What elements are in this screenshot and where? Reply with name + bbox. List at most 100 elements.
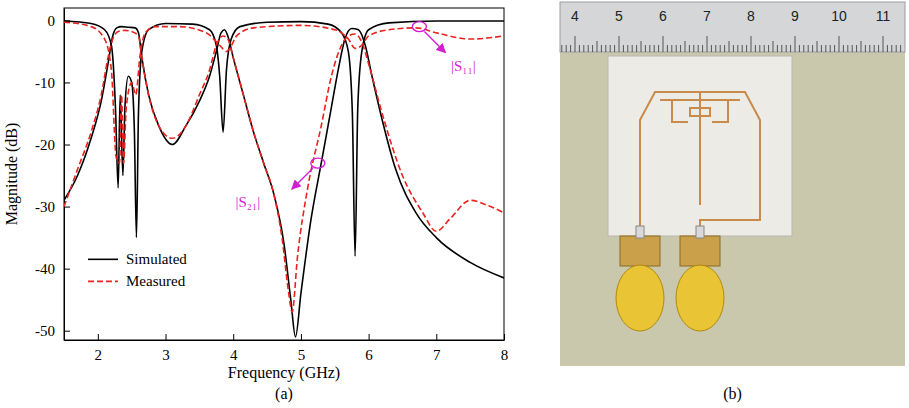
y-tick-label: -40 xyxy=(35,261,55,277)
x-tick-mark xyxy=(301,334,302,340)
ruler-mark xyxy=(698,45,699,52)
ruler-mark xyxy=(764,45,765,52)
y-tick-label: -10 xyxy=(35,75,55,91)
ruler-mark xyxy=(707,36,708,52)
x-tick: 3 xyxy=(162,334,170,363)
ruler-mark xyxy=(891,45,892,52)
x-tick: 8 xyxy=(501,334,509,363)
ruler-mark xyxy=(878,45,879,52)
ruler-mark xyxy=(671,45,672,52)
ruler-mark xyxy=(645,45,646,52)
x-tick-mark xyxy=(166,334,167,340)
lines xyxy=(64,21,504,337)
ruler-mark xyxy=(808,45,809,52)
x-tick-label: 4 xyxy=(230,347,238,363)
ruler-mark xyxy=(610,45,611,52)
ruler xyxy=(560,2,905,52)
ruler-mark xyxy=(685,41,686,52)
caption: (a) xyxy=(275,385,293,403)
x-tick-label: 7 xyxy=(433,347,441,363)
annotation-ellipse xyxy=(412,22,426,32)
ruler-mark xyxy=(729,41,730,52)
legend-label: Simulated xyxy=(126,251,187,267)
annotation-patch xyxy=(233,193,262,211)
ruler-mark xyxy=(900,45,901,52)
annotation-label: |S₁₁| xyxy=(451,58,476,74)
annotation-ellipse xyxy=(311,158,325,168)
annotation-patch xyxy=(449,57,478,75)
ruler-mark xyxy=(619,36,620,52)
x-axis: 2345678 xyxy=(65,334,509,363)
traces xyxy=(640,92,760,232)
ruler-mark xyxy=(592,45,593,52)
ruler-mark xyxy=(755,45,756,52)
ruler-mark xyxy=(821,45,822,52)
ruler-mark xyxy=(817,41,818,52)
y-tick: -40 xyxy=(35,261,70,277)
x-tick: 5 xyxy=(298,334,306,363)
y-tick: -30 xyxy=(35,199,70,215)
x-tick-mark xyxy=(98,334,99,340)
ruler-mark xyxy=(623,45,624,52)
ruler-mark xyxy=(689,45,690,52)
series-line xyxy=(64,21,504,256)
ruler-mark xyxy=(649,45,650,52)
ruler-mark xyxy=(614,45,615,52)
x-tick: 7 xyxy=(433,334,441,363)
legend: SimulatedMeasured xyxy=(88,251,187,289)
photo: 4567891011 xyxy=(560,2,905,366)
ruler-mark xyxy=(654,45,655,52)
ruler-mark xyxy=(588,45,589,52)
x-tick-label: 3 xyxy=(162,347,170,363)
ruler-mark xyxy=(737,45,738,52)
ruler-mark xyxy=(627,45,628,52)
x-tick: 6 xyxy=(365,334,373,363)
ruler-mark xyxy=(746,45,747,52)
ruler-mark xyxy=(575,36,576,52)
ruler-mark xyxy=(641,41,642,52)
ruler-mark xyxy=(724,45,725,52)
y-tick-mark xyxy=(64,145,70,146)
ruler-mark xyxy=(711,45,712,52)
plot-frame xyxy=(64,8,504,340)
ruler-mark xyxy=(865,45,866,52)
ruler-ticks xyxy=(562,36,901,52)
y-tick: -10 xyxy=(35,75,70,91)
ruler-mark xyxy=(570,45,571,52)
ruler-mark xyxy=(834,45,835,52)
ruler-mark xyxy=(790,45,791,52)
trace xyxy=(690,108,710,116)
ruler-mark xyxy=(663,36,664,52)
ruler-mark xyxy=(847,45,848,52)
x-tick: 4 xyxy=(230,334,238,363)
ruler-mark xyxy=(887,45,888,52)
caption: (b) xyxy=(723,385,742,403)
connector-body xyxy=(680,236,720,266)
ruler-mark xyxy=(751,36,752,52)
legend-swatch xyxy=(88,259,118,261)
ruler-mark xyxy=(720,45,721,52)
connector-pin xyxy=(696,226,704,238)
ruler-label: 11 xyxy=(876,8,891,24)
ruler-mark xyxy=(667,45,668,52)
ruler-label: 9 xyxy=(791,8,799,24)
y-axis-line xyxy=(64,9,65,341)
series-line xyxy=(64,27,504,337)
ruler-mark xyxy=(636,45,637,52)
ruler-mark xyxy=(874,45,875,52)
ruler-mark xyxy=(856,45,857,52)
y-tick-mark xyxy=(64,269,70,270)
ruler-mark xyxy=(658,45,659,52)
ruler-label: 5 xyxy=(615,8,623,24)
y-tick-mark xyxy=(64,82,70,83)
ruler-mark xyxy=(812,45,813,52)
x-tick-mark xyxy=(369,334,370,340)
y-tick-label: -50 xyxy=(35,323,55,339)
ruler-label: 8 xyxy=(747,8,755,24)
board xyxy=(608,56,792,236)
y-tick-mark xyxy=(64,207,70,208)
ruler-mark xyxy=(768,45,769,52)
connector-cap xyxy=(616,265,664,331)
ruler-mark xyxy=(781,45,782,52)
ruler-mark xyxy=(852,45,853,52)
